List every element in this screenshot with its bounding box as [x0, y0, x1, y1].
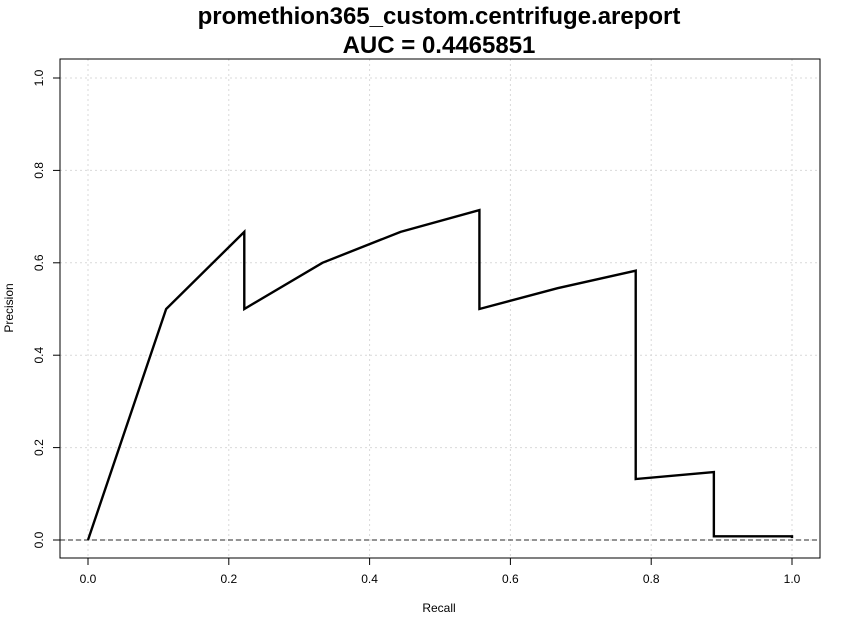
- grid-lines: [60, 59, 820, 558]
- y-tick-label: 0.0: [32, 531, 46, 548]
- x-axis-label: Recall: [422, 601, 455, 615]
- y-tick-label: 0.8: [32, 162, 46, 179]
- x-tick-label: 0.4: [361, 572, 378, 586]
- plot-frame: [59, 58, 821, 559]
- chart-title: promethion365_custom.centrifuge.areport: [198, 3, 681, 30]
- y-axis: 0.0 0.2 0.4 0.6 0.8 1.0: [32, 69, 60, 548]
- chart-subtitle: AUC = 0.4465851: [343, 32, 536, 59]
- y-tick-label: 1.0: [32, 69, 46, 86]
- x-tick-label: 1.0: [784, 572, 801, 586]
- y-axis-label: Precision: [2, 283, 16, 332]
- x-tick-label: 0.6: [502, 572, 519, 586]
- y-tick-label: 0.4: [32, 347, 46, 364]
- y-tick-label: 0.6: [32, 254, 46, 271]
- x-tick-label: 0.8: [643, 572, 660, 586]
- x-axis: 0.0 0.2 0.4 0.6 0.8 1.0: [80, 558, 801, 586]
- y-tick-label: 0.2: [32, 439, 46, 456]
- x-tick-label: 0.2: [220, 572, 237, 586]
- precision-recall-line: [86, 208, 794, 541]
- x-tick-label: 0.0: [80, 572, 97, 586]
